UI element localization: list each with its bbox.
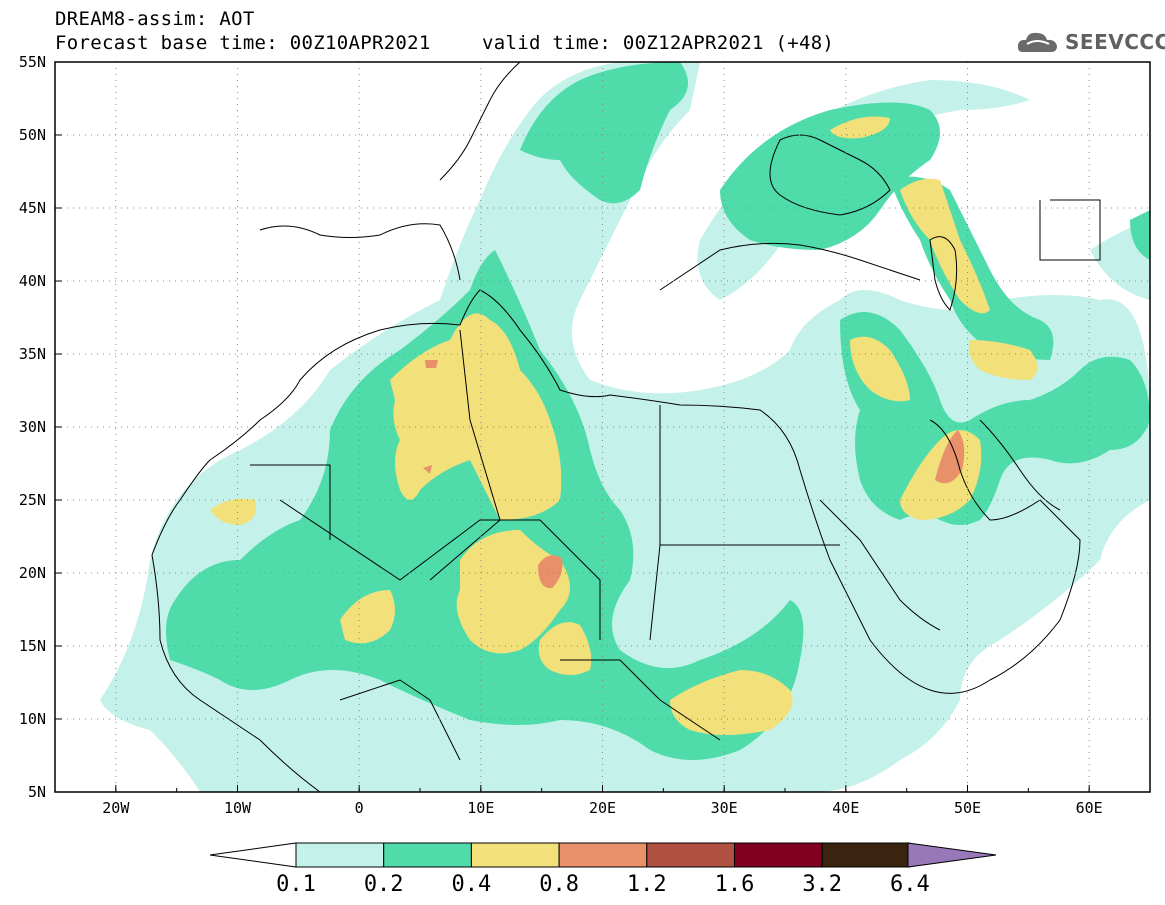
colorbar-cell bbox=[734, 842, 823, 868]
aot-level-0.8 bbox=[423, 360, 965, 589]
lon-label: 20W bbox=[102, 799, 130, 817]
lat-label: 55N bbox=[18, 53, 46, 71]
logo-text: SEEVCCC bbox=[1065, 30, 1165, 54]
forecast-base-time: Forecast base time: 00Z10APR2021 bbox=[55, 32, 431, 54]
lat-label: 35N bbox=[18, 345, 46, 363]
lat-label: 25N bbox=[18, 491, 46, 509]
colorbar-cell bbox=[821, 842, 911, 868]
colorbar-cell bbox=[295, 842, 385, 868]
colorbar-label: 3.2 bbox=[802, 872, 843, 897]
colorbar-cell bbox=[646, 842, 735, 868]
lat-label: 40N bbox=[18, 272, 46, 290]
colorbar-label: 0.8 bbox=[539, 872, 579, 897]
coastlines bbox=[151, 62, 1101, 792]
map-grid bbox=[55, 62, 1150, 792]
colorbar-cell bbox=[470, 842, 560, 868]
lat-label: 5N bbox=[27, 783, 46, 801]
colorbar-cell bbox=[558, 842, 648, 868]
map-ticks bbox=[54, 61, 1151, 793]
colorbar-label: 0.1 bbox=[276, 872, 316, 897]
lon-label: 10E bbox=[467, 799, 495, 817]
chart-title: DREAM8-assim: AOT bbox=[55, 8, 255, 30]
lat-label: 45N bbox=[18, 199, 46, 217]
lon-label: 10W bbox=[223, 799, 252, 817]
lon-label: 0 bbox=[354, 799, 364, 817]
cloud-logo-icon bbox=[1017, 32, 1057, 52]
colorbar-label: 1.6 bbox=[714, 872, 755, 897]
lat-label: 30N bbox=[18, 418, 46, 436]
lon-label: 30E bbox=[710, 799, 738, 817]
lon-label: 40E bbox=[832, 799, 860, 817]
lon-label: 60E bbox=[1075, 799, 1103, 817]
lat-label: 10N bbox=[18, 710, 46, 728]
colorbar-over-triangle bbox=[907, 842, 997, 868]
lat-label: 50N bbox=[18, 126, 46, 144]
lat-label: 15N bbox=[18, 637, 46, 655]
colorbar-label: 0.4 bbox=[451, 872, 492, 897]
aot-level-0.4 bbox=[210, 116, 1038, 735]
colorbar-label: 1.2 bbox=[626, 872, 667, 897]
colorbar-cell bbox=[383, 842, 472, 868]
colorbar-label: 0.2 bbox=[363, 872, 404, 897]
valid-time: valid time: 00Z12APR2021 (+48) bbox=[482, 32, 835, 54]
colorbar-label: 6.4 bbox=[890, 872, 930, 897]
lon-label: 20E bbox=[588, 799, 617, 817]
lat-label: 20N bbox=[18, 564, 46, 582]
lon-label: 50E bbox=[953, 799, 982, 817]
colorbar-under-triangle bbox=[209, 842, 297, 868]
